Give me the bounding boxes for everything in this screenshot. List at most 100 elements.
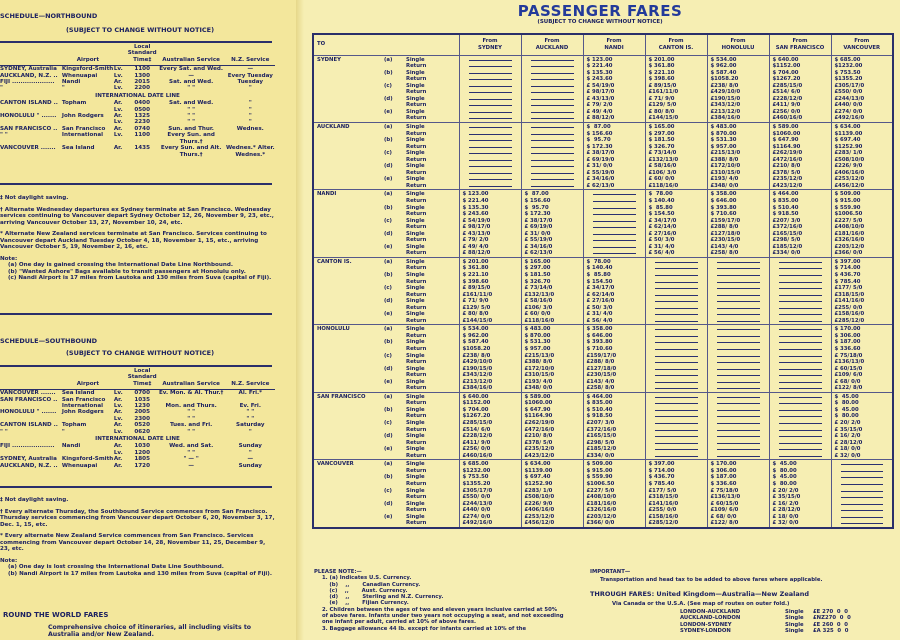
no-fare-dash <box>649 326 704 333</box>
city: " " <box>0 132 8 139</box>
fare-value: £238/ 8/0 <box>710 82 739 89</box>
date-line-row: INTERNATIONAL DATE LINE <box>0 92 275 100</box>
no-fare-dash <box>773 407 828 414</box>
trip-type: Single <box>406 217 425 224</box>
fare-value: £258/ 8/0 <box>710 250 739 257</box>
fare-value: $ 172.30 <box>586 143 613 150</box>
fare-value: £298/ 5/0 <box>586 439 615 446</box>
through-fare-row: SYDNEY-LONDON Single £A 325 0 0 <box>680 628 900 634</box>
no-fare-dash <box>649 311 704 318</box>
arr-dep: Ar. <box>113 396 123 403</box>
no-fare-dash <box>773 359 828 366</box>
fare-value: £ 79/ 2/0 <box>462 237 489 244</box>
no-fare-dash <box>463 83 518 90</box>
fare-value: $ 221.10 <box>462 272 489 278</box>
fare-value: £ 89/15/0 <box>648 82 677 89</box>
fare-value: £109/ 6/0 <box>710 507 739 514</box>
fare-value: £334/ 0/0 <box>772 250 801 257</box>
currency-class: (c) <box>384 82 392 89</box>
schedule-row: International Lv. 1230 Mon. and Thurs. Ev. F… <box>0 403 275 409</box>
no-fare-dash <box>525 131 580 138</box>
trip-types: Single Return Single Return Single Return Sing… <box>403 459 459 528</box>
australian-service: Sat. and Wed. <box>169 79 214 86</box>
no-fare-dash <box>649 359 704 366</box>
fare-value: £372/16/0 <box>772 224 803 231</box>
fare-value: £207/ 3/0 <box>586 420 615 427</box>
fare-column: $ 123.00 $ 221.40 $ 135.30 $ 243.60 £ 54/19/… <box>458 189 521 258</box>
fare-value: £334/ 0/0 <box>586 452 615 459</box>
trip-type: Single <box>406 204 425 211</box>
schedule-row: HONOLULU " ....... John Rodgers Ar. 2005 " "… <box>0 409 275 415</box>
trip-type: Return <box>406 304 427 311</box>
currency-class: (d) <box>384 163 393 170</box>
fare-value: $ 634.00 <box>524 461 551 468</box>
date-line-label: INTERNATIONAL DATE LINE <box>95 92 180 99</box>
no-fare-dash <box>649 298 704 305</box>
fare-value: £ 32/ 0/0 <box>772 520 799 527</box>
fare-value: £210/ 8/0 <box>772 163 801 170</box>
no-fare-dash <box>525 70 580 77</box>
fare-value: £118/16/0 <box>524 317 555 324</box>
fare-value: £227/ 5/0 <box>834 217 863 224</box>
fare-value: £235/12/0 <box>524 446 555 453</box>
no-fare-dash <box>649 346 704 353</box>
time: 1300 <box>134 72 150 79</box>
fare-value: £ 31/ 0/0 <box>524 230 551 237</box>
currency-classes: (a) (b) (c) (d) (e) <box>381 256 403 325</box>
no-fare-dash <box>463 150 518 157</box>
fare-value: $ 483.00 <box>710 123 737 130</box>
time: 1325 <box>134 113 150 120</box>
fare-value: £372/16/0 <box>586 426 617 433</box>
fare-value: $ 172.30 <box>524 211 551 218</box>
time: 0520 <box>134 422 150 429</box>
fare-column: $ 358.00 $ 646.00 $ 393.80 $ 710.60 £159/17/… <box>706 189 769 258</box>
fare-value: £136/13/0 <box>834 359 865 366</box>
fare-value: £ 62/14/0 <box>586 291 615 298</box>
nz-service: " <box>248 449 252 456</box>
currency-class: (d) <box>384 500 393 507</box>
no-fare-dash <box>835 461 890 468</box>
trip-type: Single <box>406 406 425 413</box>
fare-value: $ 80.00 <box>772 480 797 487</box>
schedule-row: HONOLULU " ....... John Rodgers Ar. 1325 " "… <box>0 113 275 119</box>
fare-value: £285/12/0 <box>648 520 679 527</box>
fare-value: £460/16/0 <box>462 452 493 459</box>
no-fare-dash <box>711 305 766 312</box>
city: SAN FRANCISCO .. <box>0 125 58 132</box>
fare-value: $ 697.40 <box>834 137 861 144</box>
fare-value: $1252.90 <box>524 480 553 487</box>
schedule-row: " " International Lv. 1100 Every Sun. and Th… <box>0 132 275 145</box>
fares-header-row: TO From SYDNEY From AUCKLAND From NANDI From CAN… <box>312 33 894 56</box>
trip-type: Return <box>406 439 427 446</box>
origin-name: NANDI <box>604 44 624 51</box>
fare-value: £215/13/0 <box>524 352 555 359</box>
trip-type: Single <box>406 352 425 359</box>
fare-value: £492/16/0 <box>834 115 865 122</box>
currency-class: (a) <box>384 56 393 63</box>
page-title: PASSENGER FARES <box>517 2 683 20</box>
from-header: From SAN FRANCISCO <box>768 33 832 56</box>
no-fare-dash <box>525 89 580 96</box>
fare-value: $1152.00 <box>462 400 491 407</box>
route: LONDON-AUCKLAND <box>680 609 741 615</box>
fare-value: £ 34/16/0 <box>586 176 615 183</box>
schedule-row: " " " Lv. 0620 " " " <box>0 429 275 435</box>
city: SAN FRANCISCO .. <box>0 396 58 403</box>
fare-column: $ 170.00 $ 306.00 $ 187.00 $ 336.60 £ 75/18/… <box>706 459 769 528</box>
fare-value: £ 58/16/0 <box>648 163 677 170</box>
schedule-row: SAN FRANCISCO .. San Francisco Ar. 0740 Sun.… <box>0 126 275 132</box>
fare-value: £ 73/14/0 <box>648 150 677 157</box>
fare-value: £ 31/ 4/0 <box>648 243 675 250</box>
fare-value: $ 297.00 <box>648 130 675 137</box>
no-fare-dash <box>773 353 828 360</box>
currency-class: (c) <box>384 285 392 292</box>
trip-type: Return <box>406 130 427 137</box>
trip-type: Single <box>406 82 425 89</box>
fare-value: $ 336.60 <box>710 480 737 487</box>
fare-value: £378/ 5/0 <box>524 439 553 446</box>
divider <box>0 41 272 43</box>
no-fare-dash <box>525 124 580 131</box>
trip-type: Return <box>406 359 427 366</box>
no-fare-dash <box>711 326 766 333</box>
fare-value: $1060.00 <box>772 130 801 137</box>
